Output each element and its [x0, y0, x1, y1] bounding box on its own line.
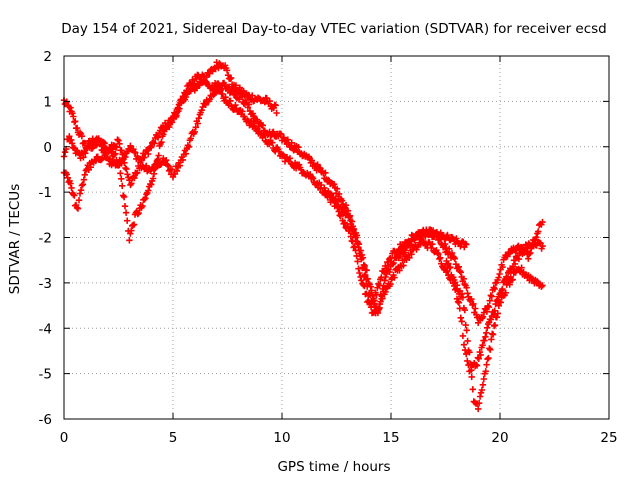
grid-lines	[64, 56, 609, 419]
y-tick-label: 1	[43, 94, 52, 110]
series-track-4	[322, 190, 546, 413]
y-tick-label: 2	[43, 49, 52, 65]
data-series	[60, 59, 546, 413]
y-tick-label: -3	[39, 276, 52, 292]
y-tick-label: -6	[39, 412, 52, 428]
y-tick-label: -1	[39, 185, 52, 201]
y-tick-label: -5	[39, 367, 52, 383]
y-axis-label: SDTVAR / TECUs	[7, 184, 23, 294]
x-tick-label: 10	[273, 430, 290, 446]
x-axis-label: GPS time / hours	[277, 459, 390, 475]
x-tick-label: 0	[60, 430, 69, 446]
series-track-2	[60, 71, 470, 304]
y-tick-label: -4	[39, 321, 52, 337]
y-tick-label: 0	[43, 140, 52, 156]
series-track-5	[442, 239, 546, 375]
y-tick-label: -2	[39, 231, 52, 247]
x-tick-label: 5	[169, 430, 178, 446]
chart-title: Day 154 of 2021, Sidereal Day-to-day VTE…	[61, 21, 607, 37]
x-tick-label: 25	[600, 430, 617, 446]
series-track-3	[60, 85, 546, 326]
x-tick-label: 20	[491, 430, 508, 446]
series-track-1	[60, 59, 280, 169]
x-tick-label: 15	[382, 430, 399, 446]
